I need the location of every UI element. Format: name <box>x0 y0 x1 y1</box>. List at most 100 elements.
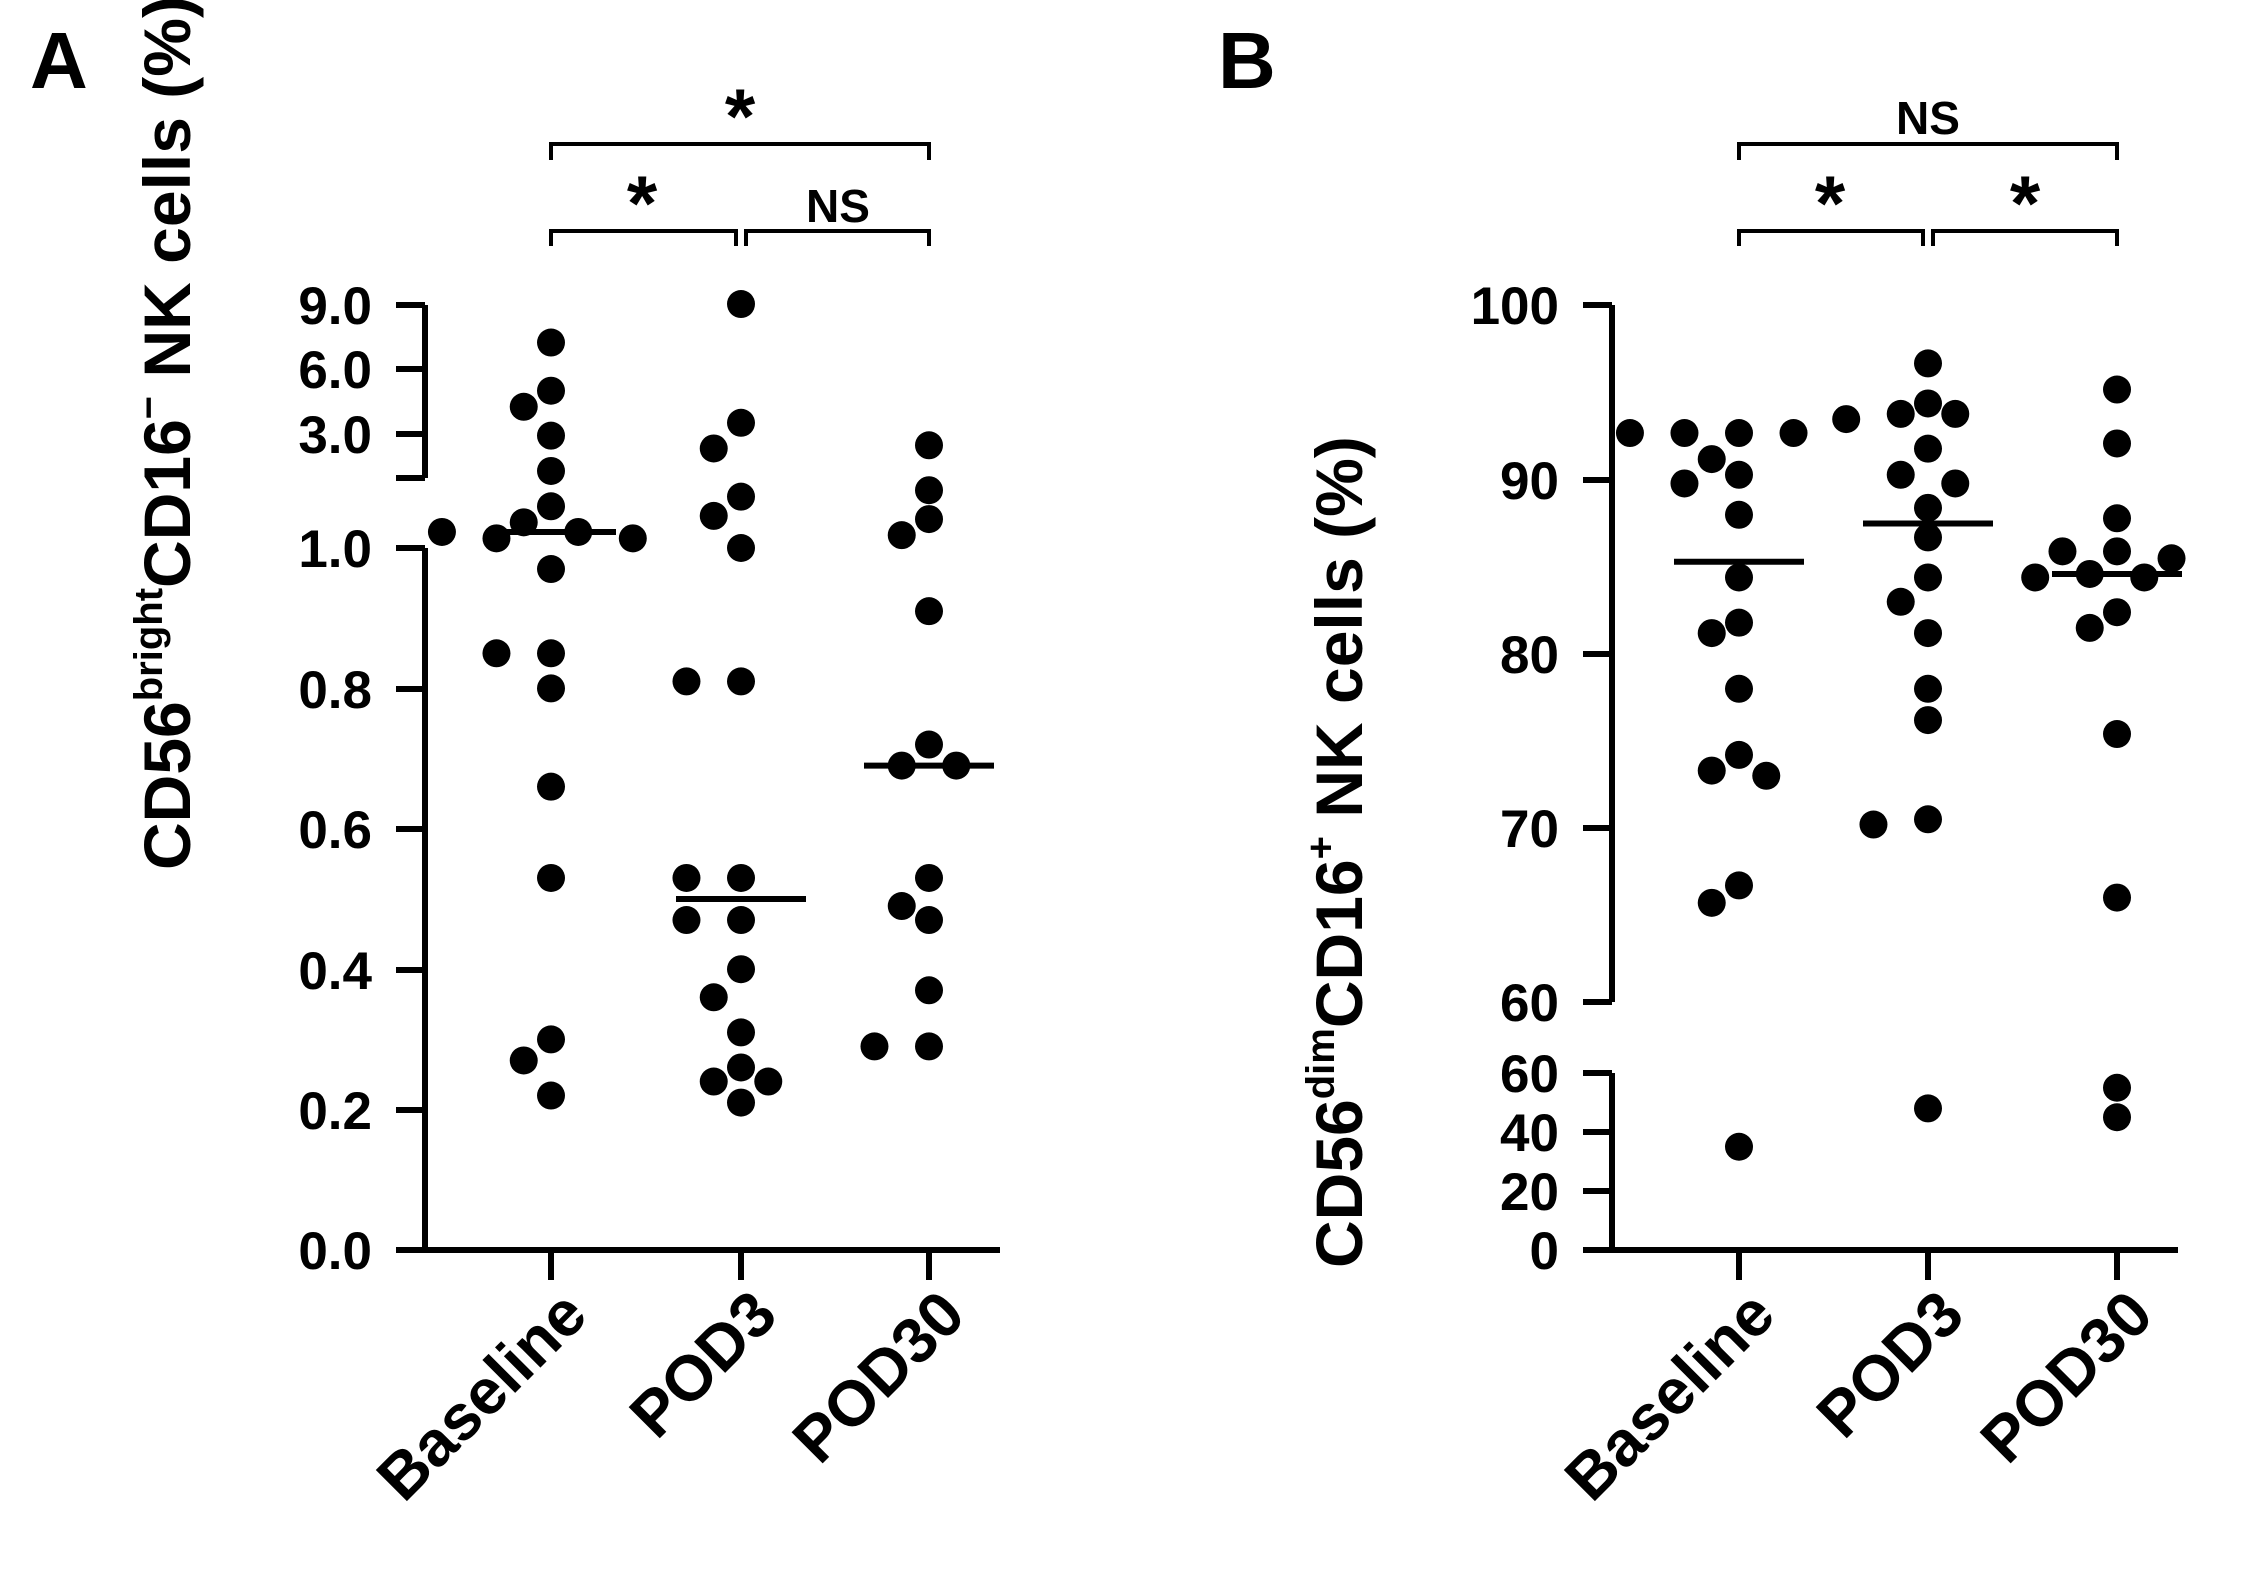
data-point-a-pod3-14 <box>727 1018 755 1047</box>
y-tick-label-a-0.6: 0.6 <box>298 801 372 860</box>
data-point-b-pod3-12 <box>1914 619 1942 648</box>
data-point-a-pod30-1 <box>915 476 943 505</box>
data-point-a-pod30-12 <box>915 1032 943 1061</box>
data-point-b-pod30-3 <box>2103 537 2131 566</box>
y-tick-label-a-1.0: 1.0 <box>298 520 372 579</box>
data-point-a-baseline-17 <box>537 1025 565 1054</box>
bracket-a-pod3-pod30 <box>744 229 931 246</box>
panel-b: B CD56dimCD16+ NK cells (%) 100 90 80 70… <box>1218 16 2186 1514</box>
data-point-a-baseline-5 <box>537 492 565 521</box>
data-point-a-baseline-0 <box>537 328 565 357</box>
data-point-a-pod30-5 <box>915 730 943 759</box>
data-point-a-pod30-13 <box>860 1032 889 1061</box>
y-tick-label-b-80: 80 <box>1500 626 1559 685</box>
data-point-a-pod30-2 <box>915 505 943 534</box>
data-point-b-pod30-2 <box>2103 504 2131 533</box>
data-point-b-baseline-8 <box>1725 563 1753 592</box>
data-point-a-pod3-1 <box>727 408 755 437</box>
data-point-b-baseline-4 <box>1697 445 1726 474</box>
y-tick-label-b-20: 20 <box>1500 1163 1559 1222</box>
y-axis-label-b: CD56dimCD16+ NK cells (%) <box>1299 436 1376 1268</box>
data-point-a-baseline-8 <box>482 524 511 553</box>
data-point-a-baseline-12 <box>537 639 565 668</box>
data-point-b-baseline-1 <box>1670 419 1699 448</box>
data-point-a-pod3-8 <box>727 863 755 892</box>
data-points-a <box>427 290 994 1117</box>
data-point-b-baseline-7 <box>1725 500 1753 529</box>
y-tick-label-a-0.2: 0.2 <box>298 1082 372 1141</box>
y-tick-label-b-60-lower: 60 <box>1500 1045 1559 1104</box>
sig-label-b-baseline-pod3: * <box>1815 159 1846 247</box>
data-point-b-pod3-0 <box>1914 349 1942 378</box>
bracket-b-pod3-pod30 <box>1931 229 2119 246</box>
data-point-a-pod3-13 <box>699 983 728 1012</box>
data-point-a-pod3-17 <box>754 1067 783 1096</box>
data-point-a-pod3-0 <box>727 290 755 319</box>
panel-letter-a: A <box>30 16 88 105</box>
bracket-b-baseline-pod3 <box>1737 229 1925 246</box>
sig-label-b-pod3-pod30: * <box>2010 159 2041 247</box>
y-tick-label-b-60-upper: 60 <box>1500 974 1559 1033</box>
data-point-a-pod3-15 <box>727 1053 755 1082</box>
y-tick-label-b-0: 0 <box>1530 1222 1559 1281</box>
data-point-b-pod30-8 <box>2021 563 2050 592</box>
data-point-a-pod30-4 <box>915 597 943 626</box>
data-point-b-baseline-5 <box>1725 460 1753 489</box>
y-tick-label-a-0.4: 0.4 <box>298 942 372 1001</box>
data-point-b-baseline-15 <box>1725 871 1753 900</box>
data-point-a-pod3-18 <box>727 1088 755 1117</box>
data-point-b-pod3-2 <box>1886 399 1915 428</box>
data-point-b-baseline-11 <box>1725 674 1753 703</box>
y-axis-label-a: CD56brightCD16− NK cells (%) <box>127 0 204 870</box>
data-point-a-baseline-2 <box>509 392 538 421</box>
data-point-a-pod30-3 <box>887 521 916 550</box>
data-point-b-pod3-10 <box>1914 563 1942 592</box>
data-point-b-pod30-7 <box>2130 563 2159 592</box>
data-point-a-pod30-9 <box>887 892 916 921</box>
y-tick-label-b-70: 70 <box>1500 800 1559 859</box>
data-point-b-baseline-2 <box>1779 419 1808 448</box>
data-point-a-baseline-9 <box>618 524 647 553</box>
sig-label-a-baseline-pod30: * <box>725 72 756 160</box>
x-label-a-baseline: Baseline <box>363 1277 600 1514</box>
data-point-a-pod30-10 <box>915 906 943 935</box>
data-point-b-pod3-9 <box>1914 523 1942 552</box>
sig-label-a-pod3-pod30: NS <box>806 180 870 232</box>
data-point-a-baseline-1 <box>537 376 565 405</box>
data-point-b-baseline-0 <box>1725 419 1753 448</box>
data-point-b-baseline-6 <box>1670 469 1699 498</box>
data-point-a-pod3-3 <box>727 482 755 511</box>
data-point-b-baseline-16 <box>1697 888 1726 917</box>
panel-letter-b: B <box>1218 16 1276 105</box>
data-point-a-baseline-15 <box>537 772 565 801</box>
data-point-b-baseline-9 <box>1725 608 1753 637</box>
y-tick-label-a-0.0: 0.0 <box>298 1222 372 1281</box>
bracket-b-baseline-pod30 <box>1737 142 2119 160</box>
y-tick-label-b-100: 100 <box>1471 277 1559 336</box>
y-tick-label-a-9.0: 9.0 <box>298 277 372 336</box>
x-label-b-baseline: Baseline <box>1551 1277 1788 1514</box>
data-point-a-pod3-9 <box>672 863 701 892</box>
data-point-a-pod3-5 <box>727 534 755 562</box>
data-point-b-pod3-14 <box>1914 706 1942 735</box>
data-point-b-pod30-13 <box>2103 1073 2131 1102</box>
data-point-a-baseline-10 <box>427 517 456 546</box>
data-point-a-baseline-14 <box>537 674 565 703</box>
data-point-b-pod3-3 <box>1941 399 1970 428</box>
data-point-a-pod3-6 <box>727 667 755 696</box>
y-tick-label-a-0.8: 0.8 <box>298 661 372 720</box>
data-point-b-pod3-8 <box>1914 493 1942 522</box>
data-points-b <box>1615 349 2186 1161</box>
data-point-a-pod30-0 <box>915 431 943 460</box>
data-point-a-baseline-4 <box>537 456 565 485</box>
bracket-a-baseline-pod3 <box>549 229 738 246</box>
data-point-a-baseline-3 <box>537 421 565 450</box>
data-point-a-pod3-2 <box>699 434 728 463</box>
data-point-a-baseline-11 <box>537 555 565 584</box>
y-tick-label-a-6.0: 6.0 <box>298 341 372 400</box>
data-point-b-pod3-17 <box>1914 1094 1942 1123</box>
x-label-b-pod3: POD3 <box>1803 1277 1977 1451</box>
data-point-b-baseline-12 <box>1725 740 1753 769</box>
data-point-b-baseline-14 <box>1752 761 1781 790</box>
